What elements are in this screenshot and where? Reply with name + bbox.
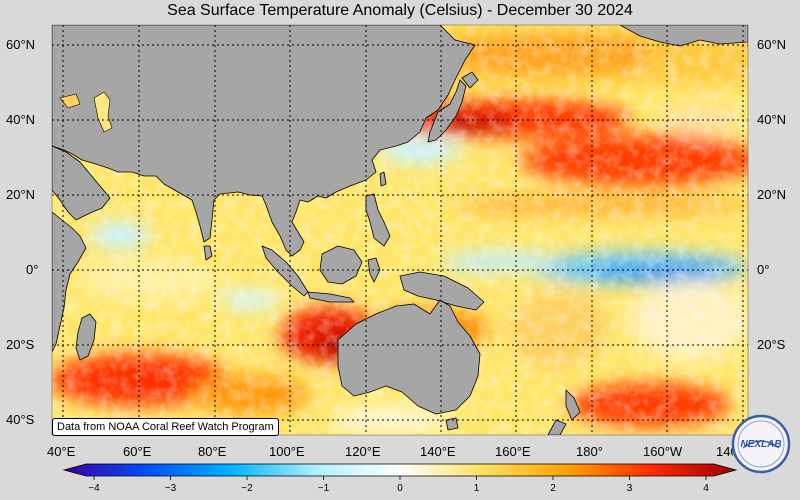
land-taiwan	[379, 171, 387, 187]
lat-label-eq-right: 0°	[757, 262, 770, 277]
land-sri-lanka	[203, 245, 213, 261]
land-java	[307, 291, 355, 303]
land-philippines	[365, 193, 391, 247]
colorbar-tick-label: 1	[473, 483, 480, 494]
lon-label-140w: 140°W	[716, 444, 733, 459]
graticule	[52, 25, 748, 435]
land-japan	[427, 79, 467, 143]
land-hokkaido	[461, 71, 479, 89]
lat-label-20n-right: 20°N	[757, 187, 787, 202]
colorbar-tick-label: −3	[164, 483, 177, 494]
colorbar-tick-label: −1	[317, 483, 330, 494]
colorbar-tick-label: 3	[626, 483, 633, 494]
lat-label-40n-right: 40°N	[757, 112, 787, 127]
lon-label-60e: 60°E	[123, 444, 152, 459]
lat-label-60n-right: 60°N	[757, 37, 787, 52]
nexlab-logo: NEXLAB	[731, 414, 791, 474]
map-title: Sea Surface Temperature Anomaly (Celsius…	[167, 2, 633, 19]
land-tasmania	[445, 417, 459, 431]
colorbar-tick-label: 4	[703, 483, 709, 494]
lon-label-120e: 120°E	[345, 444, 381, 459]
land-alaska	[619, 25, 748, 47]
lat-label-40s-left: 40°S	[6, 412, 35, 427]
inland-seas	[59, 91, 113, 133]
lon-label-140e: 140°E	[420, 444, 456, 459]
data-credit-label: Data from NOAA Coral Reef Watch Program	[52, 418, 279, 436]
colorbar-tick-label: −2	[241, 483, 253, 494]
land-madagascar	[75, 313, 97, 361]
nexlab-logo-text: NEXLAB	[740, 439, 781, 450]
lon-label-80e: 80°E	[198, 444, 227, 459]
lon-label-40e: 40°E	[47, 444, 76, 459]
land-asia	[52, 25, 476, 257]
colorbar-tick-label: −4	[88, 483, 100, 494]
colorbar-bar	[62, 463, 738, 477]
land-new-guinea	[399, 271, 485, 311]
colorbar-tick-label: 2	[550, 483, 556, 494]
land-arabia	[52, 145, 111, 221]
lat-label-40n-left: 40°N	[6, 112, 36, 127]
lon-label-180: 180°	[576, 444, 603, 459]
lat-label-60n-left: 60°N	[6, 37, 36, 52]
lat-label-eq-left: 0°	[26, 262, 39, 277]
land-masses	[52, 25, 748, 435]
colorbar-tick-label: 0	[397, 483, 403, 494]
land-new-zealand-south	[547, 419, 567, 435]
lat-label-20s-right: 20°S	[757, 337, 786, 352]
land-sumatra	[261, 245, 309, 297]
lat-label-20n-left: 20°N	[6, 187, 36, 202]
land-borneo	[319, 245, 363, 285]
land-africa	[52, 211, 87, 353]
lat-label-20s-left: 20°S	[6, 337, 35, 352]
lon-label-160w: 160°W	[643, 444, 683, 459]
land-new-zealand	[565, 389, 581, 421]
lon-label-100e: 100°E	[269, 444, 305, 459]
lon-label-160e: 160°E	[495, 444, 531, 459]
land-australia	[337, 299, 481, 415]
